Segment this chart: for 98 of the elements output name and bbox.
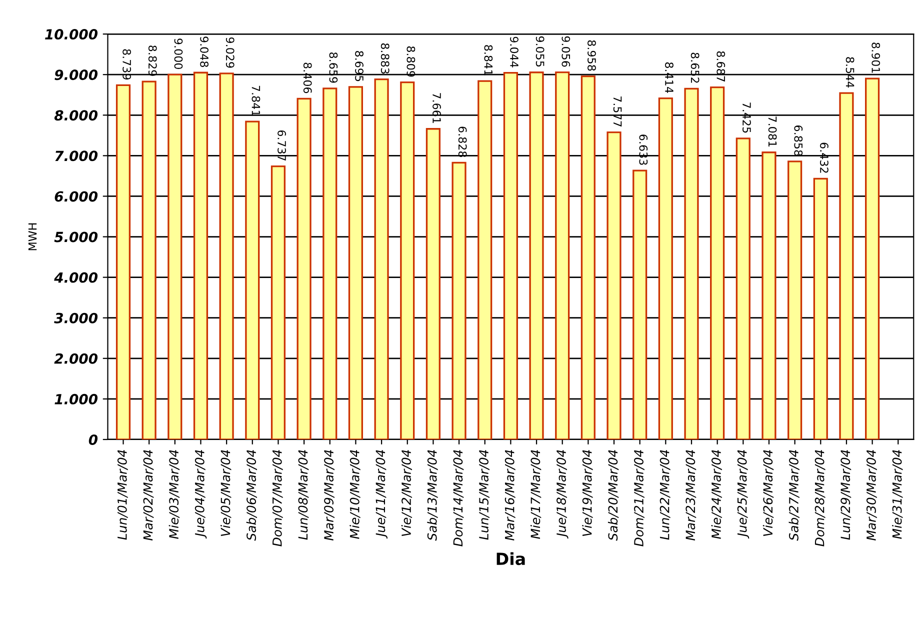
x-tick-label: Mie/17/Mar/04 (530, 450, 542, 539)
data-label: 6.737 (278, 130, 286, 161)
data-label: 8.406 (303, 62, 312, 94)
bar (788, 160, 802, 440)
bar (580, 75, 596, 440)
bar (839, 92, 854, 440)
x-tick-label: Sab/13/Mar/04 (427, 450, 438, 541)
x-tick-label: Dom/21/Mar/04 (634, 450, 644, 546)
bar (529, 72, 544, 440)
bar (606, 131, 622, 440)
x-tick-label: Sab/20/Mar/04 (608, 450, 619, 541)
x-tick-label: Jue/25/Mar/04 (737, 450, 750, 539)
x-tick-label: Sab/27/Mar/04 (788, 450, 800, 541)
y-tick-label: 10.000 (45, 29, 98, 40)
x-tick-label: Jue/04/Mar/04 (194, 450, 207, 539)
data-label: 9.055 (536, 36, 544, 67)
x-tick-label: Lun/15/Mar/04 (479, 450, 490, 540)
data-label: 8.901 (872, 42, 880, 73)
data-label: 8.958 (588, 40, 596, 71)
x-tick-label: Mar/16/Mar/04 (504, 450, 516, 540)
bar (245, 120, 260, 440)
x-tick-label: Lun/01/Mar/04 (117, 450, 128, 540)
bar (116, 84, 131, 440)
bar (865, 78, 880, 440)
x-tick-label: Mar/23/Mar/04 (686, 450, 696, 540)
x-tick-label: Mie/24/Mar/04 (711, 450, 722, 539)
bar (555, 71, 570, 440)
bar (684, 88, 699, 440)
data-label: 6.432 (820, 142, 828, 173)
bar (219, 72, 234, 440)
bar (322, 88, 338, 440)
data-label: 7.425 (742, 102, 751, 133)
x-tick-label: Vie/12/Mar/04 (401, 450, 412, 536)
x-axis-title: Dia (496, 552, 525, 566)
data-label: 7.081 (768, 116, 777, 147)
bar (193, 72, 208, 440)
bar (270, 166, 286, 440)
x-tick-label: Lun/29/Mar/04 (840, 450, 852, 540)
y-tick-label: 4.000 (54, 272, 98, 283)
y-tick-label: 0 (88, 434, 98, 445)
bar (632, 170, 648, 440)
x-tick-label: Lun/08/Mar/04 (298, 450, 309, 540)
data-label: 8.544 (846, 57, 854, 88)
x-tick-label: Sab/06/Mar/04 (246, 450, 258, 541)
data-label: 9.029 (226, 37, 234, 68)
x-tick-label: Jue/18/Mar/04 (556, 450, 568, 539)
bar (710, 86, 725, 440)
bar (400, 82, 415, 440)
x-tick-label: Dom/07/Mar/04 (272, 450, 283, 546)
bar (348, 86, 364, 440)
x-tick-label: Mar/30/Mar/04 (866, 450, 877, 540)
y-tick-label: 2.000 (54, 353, 98, 364)
y-tick-label: 3.000 (54, 312, 98, 324)
data-label: 8.841 (484, 45, 493, 76)
data-label: 8.414 (665, 62, 674, 93)
data-label: 9.048 (200, 36, 209, 68)
y-tick-label: 1.000 (54, 394, 98, 404)
data-label: 6.633 (639, 134, 648, 165)
data-label: 8.695 (355, 51, 364, 82)
x-tick-label: Mar/09/Mar/04 (324, 450, 334, 540)
x-tick-label: Vie/19/Mar/04 (582, 450, 593, 536)
y-tick-label: 6.000 (54, 191, 98, 202)
data-label: 9.000 (174, 38, 183, 69)
x-tick-label: Dom/28/Mar/04 (814, 450, 826, 546)
bar (762, 152, 776, 440)
data-label: 9.056 (562, 36, 570, 67)
data-label: 8.687 (716, 51, 726, 82)
x-tick-label: Mar/02/Mar/04 (143, 450, 154, 540)
y-tick-label: 5.000 (54, 232, 98, 242)
bar (374, 78, 389, 440)
bar (503, 72, 518, 440)
bar (296, 98, 312, 440)
bar (452, 162, 466, 440)
data-label: 7.577 (613, 96, 622, 126)
bar (478, 80, 492, 440)
x-tick-label: Dom/14/Mar/04 (453, 450, 464, 546)
bar (736, 138, 750, 440)
bar (658, 98, 673, 440)
data-label: 8.883 (380, 43, 390, 74)
data-label: 9.044 (510, 36, 518, 68)
bar (142, 80, 156, 440)
y-tick-label: 9.000 (54, 70, 98, 80)
data-label: 8.809 (406, 46, 416, 77)
x-tick-label: Vie/26/Mar/04 (762, 450, 774, 536)
data-label: 6.858 (794, 126, 803, 156)
bar (426, 128, 440, 440)
x-tick-label: Mie/03/Mar/04 (168, 450, 180, 539)
x-tick-label: Mie/10/Mar/04 (350, 450, 360, 539)
bar (168, 74, 182, 440)
x-tick-label: Vie/05/Mar/04 (220, 450, 232, 536)
x-tick-label: Lun/22/Mar/04 (660, 450, 670, 540)
y-tick-label: 7.000 (55, 150, 98, 162)
y-axis-title: MWH (28, 223, 37, 250)
y-tick-label: 8.000 (54, 110, 98, 121)
x-tick-label: Jue/11/Mar/04 (376, 450, 388, 539)
x-tick-label: Mie/31/Mar/04 (892, 450, 903, 539)
data-label: 7.841 (252, 86, 260, 116)
bar (813, 178, 828, 440)
